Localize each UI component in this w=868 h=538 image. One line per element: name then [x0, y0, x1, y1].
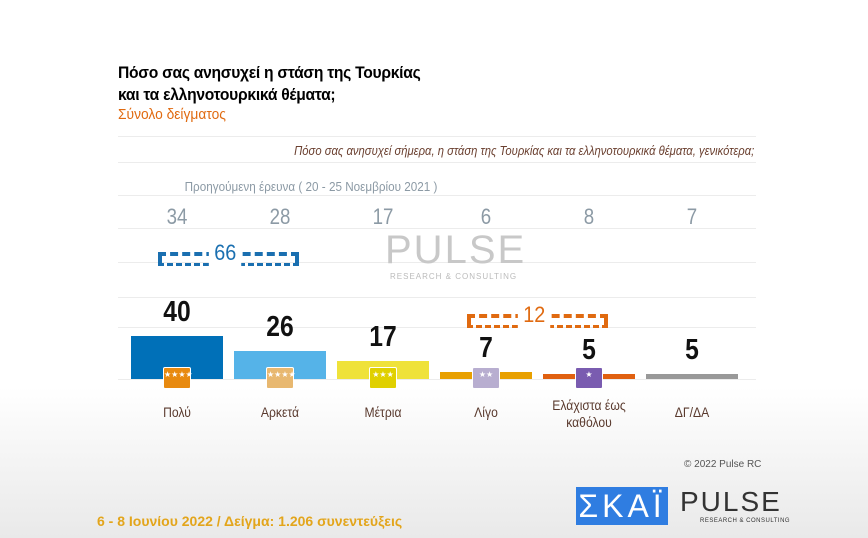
chart-subtitle: Σύνολο δείγματος	[118, 106, 226, 123]
question-text: Πόσο σας ανησυχεί σήμερα, η στάση της Το…	[293, 144, 754, 158]
value-label: 5	[685, 334, 699, 366]
previous-survey-label: Προηγούμενη έρευνα ( 20 - 25 Νοεμβρίου 2…	[181, 179, 442, 194]
previous-value-label: 17	[372, 204, 394, 229]
value-label: 7	[479, 332, 493, 364]
value-label: 5	[582, 334, 596, 366]
gridline	[118, 379, 756, 380]
gridline	[118, 262, 756, 263]
previous-value-label: 28	[269, 204, 291, 229]
previous-value-label: 7	[686, 204, 698, 229]
title-line-2: και τα ελληνοτουρκικά θέματα;	[118, 85, 336, 104]
bar-5	[646, 374, 738, 379]
copyright: © 2022 Pulse RC	[684, 459, 762, 470]
category-label: Μέτρια	[364, 405, 402, 420]
stars-badge-icon: ★	[575, 367, 603, 389]
group-total-label: 66	[208, 240, 242, 266]
pulse-logo: PULSE	[680, 486, 782, 517]
value-label: 40	[163, 296, 191, 328]
category-label: Λίγο	[474, 405, 498, 420]
stars-badge-icon: ★★★★	[266, 367, 296, 389]
previous-value-label: 6	[480, 204, 492, 229]
gridline	[118, 162, 756, 163]
category-label: Αρκετά	[260, 405, 300, 420]
gridline	[118, 195, 756, 196]
pulse-watermark: PULSE	[385, 228, 527, 272]
gridline	[118, 136, 756, 137]
pulse-logo-sub: RESEARCH & CONSULTING	[700, 518, 791, 524]
category-label: Πολύ	[163, 405, 191, 420]
gridline	[118, 327, 756, 328]
stars-badge-icon: ★★★	[369, 367, 397, 389]
previous-value-label: 34	[166, 204, 188, 229]
previous-value-label: 8	[583, 204, 595, 229]
category-label: ΔΓ/ΔΑ	[674, 405, 710, 420]
category-label: Ελάχιστα έως καθόλου	[552, 398, 626, 430]
footer-sample-info: 6 - 8 Ιουνίου 2022 / Δείγμα: 1.206 συνεν…	[97, 513, 403, 529]
gridline	[118, 297, 756, 298]
stars-badge-icon: ★★	[472, 367, 500, 389]
chart-title: Πόσο σας ανησυχεί η στάση της Τουρκίας κα…	[118, 62, 421, 106]
stars-badge-icon: ★★★★	[163, 367, 193, 389]
skai-logo: ΣΚΑΪ	[576, 487, 668, 525]
pulse-watermark-sub: RESEARCH & CONSULTING	[390, 272, 518, 281]
value-label: 26	[266, 311, 294, 343]
title-line-1: Πόσο σας ανησυχεί η στάση της Τουρκίας	[118, 63, 421, 82]
gridline	[118, 228, 756, 229]
group-total-label: 12	[517, 302, 551, 328]
value-label: 17	[369, 321, 397, 353]
